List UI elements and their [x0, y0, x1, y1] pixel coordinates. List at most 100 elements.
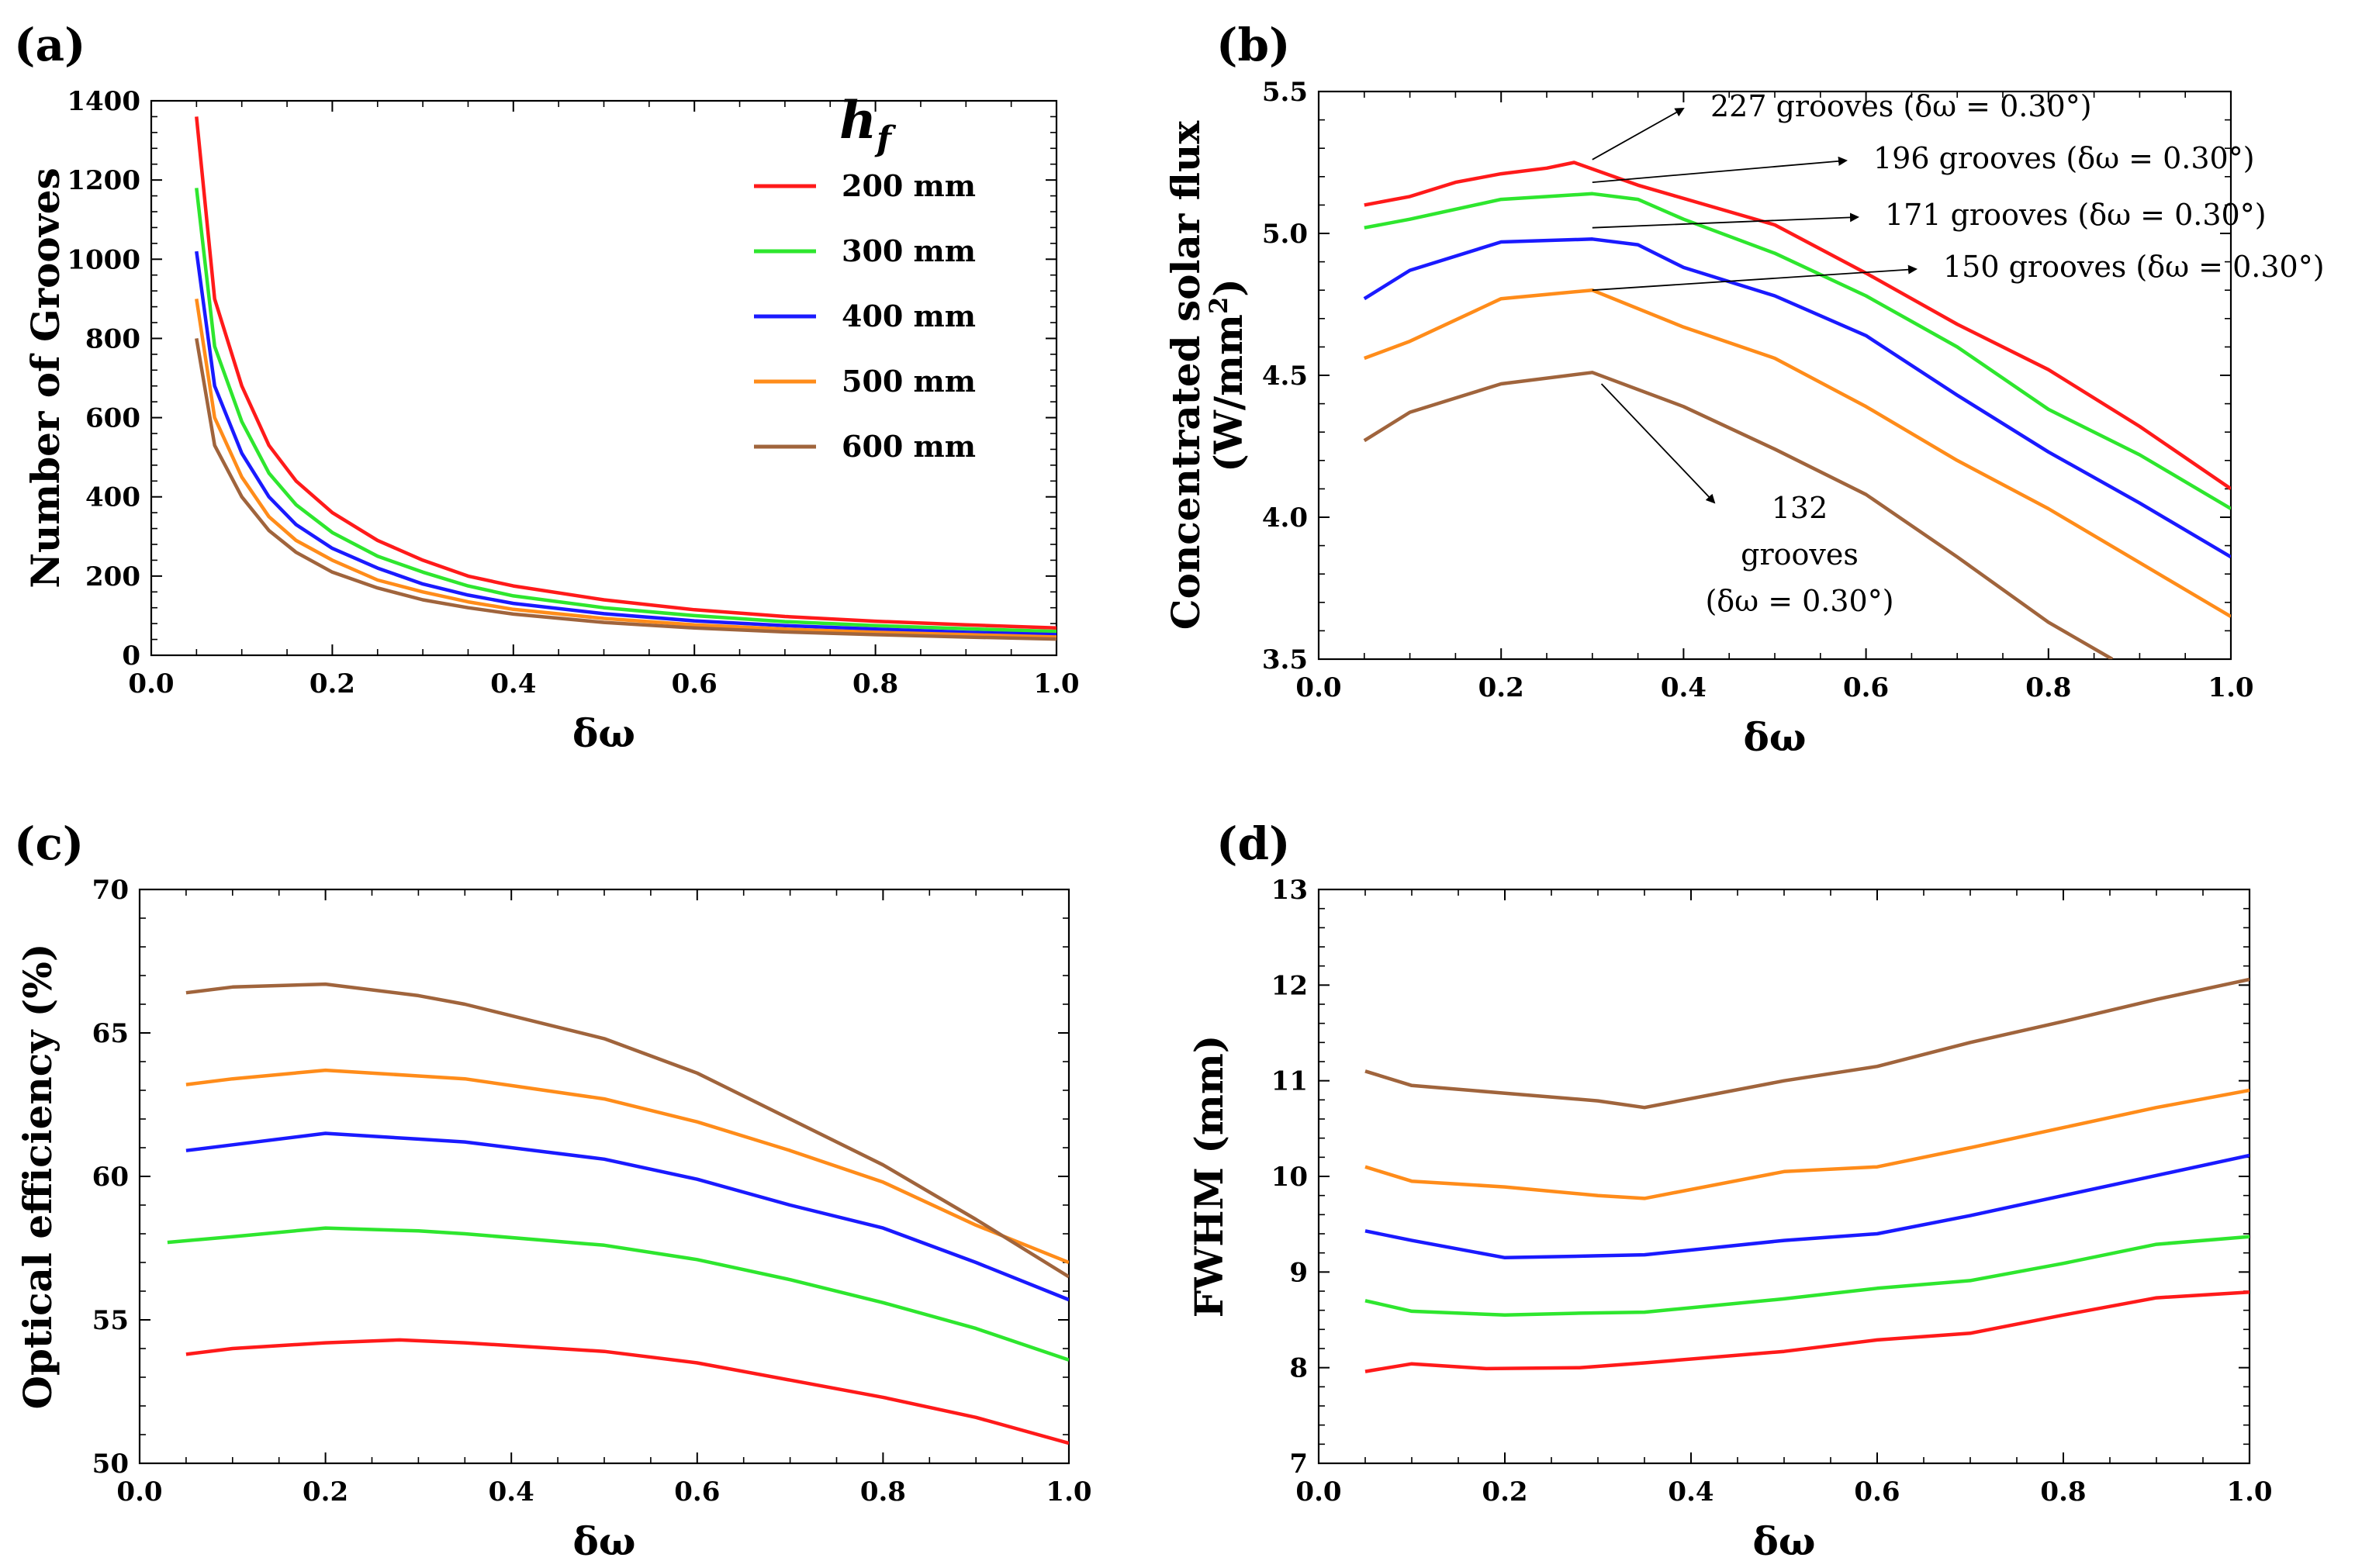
series-line-600-mm	[1364, 977, 2250, 1110]
series-line-200-mm	[1364, 1290, 2250, 1373]
units-close: )	[1205, 278, 1251, 297]
panel-label: (d)	[1216, 817, 1290, 870]
y-axis-title: FWHM (mm)	[1186, 1035, 1232, 1318]
x-tick-label: 1.0	[2208, 672, 2253, 703]
series-line-400-mm	[1364, 1153, 2250, 1260]
annotation-label: 150 grooves (δω = 0.30°)	[1943, 250, 2325, 284]
series-line-200-mm	[1364, 161, 2231, 491]
panel-c: 0.0 0.2 0.4 0.6 0.8 1.0 50 55 60 65 70 (c) δω Optical…	[14, 817, 1092, 1564]
series-line-500-mm	[185, 1068, 1069, 1265]
y-axis-title-units: (W/mm2)	[1204, 278, 1251, 472]
panel-a: 0.0 0.2 0.4 0.6 0.8 1.0 0 200 400 600 800 1000 1200 1…	[14, 19, 1080, 756]
x-tick-label: 0.6	[1843, 672, 1889, 703]
annotation-arrow	[1592, 264, 1918, 292]
y-tick-label: 4.0	[1262, 503, 1308, 534]
y-tick-label: 65	[92, 1018, 129, 1049]
y-tick-label: 400	[85, 482, 140, 513]
x-tick-label: 0.8	[2040, 1476, 2086, 1508]
y-tick-label: 600	[85, 403, 140, 434]
series-line-600-mm	[185, 982, 1069, 1279]
annotation-label-line: 132	[1772, 491, 1828, 525]
y-axis-title: Concentrated solar flux	[1163, 120, 1209, 630]
y-tick-label: 9	[1289, 1257, 1308, 1288]
y-tick-label: 5.5	[1262, 77, 1308, 108]
units-superscript: 2	[1204, 297, 1233, 314]
x-tick-label: 0.2	[1482, 1476, 1527, 1508]
x-tick-label: 0.2	[303, 1476, 348, 1508]
x-axis-title: δω	[572, 710, 635, 756]
plot-frame	[138, 888, 1070, 1465]
x-tick-label: 0.8	[852, 668, 898, 699]
x-tick-label: 0.4	[489, 1476, 534, 1508]
x-tick-label: 0.4	[1661, 672, 1707, 703]
series-line-500-mm	[195, 299, 1056, 639]
y-tick-label: 1000	[67, 244, 140, 275]
panel-d: 0.0 0.2 0.4 0.6 0.8 1.0 7 8 9 10 11 12 13 (d) δω FWHM (…	[1186, 817, 2273, 1564]
x-tick-label: 0.6	[672, 668, 718, 699]
annotation-arrow	[1600, 383, 1716, 504]
legend-title-subscript: f	[874, 119, 897, 159]
x-tick-label: 0.2	[310, 668, 355, 699]
units-text: (W/mm	[1205, 314, 1251, 472]
annotation-label: 227 grooves (δω = 0.30°)	[1710, 89, 2092, 123]
annotation-label-line: (δω = 0.30°)	[1705, 584, 1893, 618]
series-line-200-mm	[195, 116, 1056, 630]
y-tick-label: 800	[85, 323, 140, 354]
series-line-500-mm	[1364, 1088, 2250, 1200]
x-axis-title: δω	[573, 1518, 636, 1564]
x-tick-label: 0.8	[2025, 672, 2071, 703]
x-axis-title: δω	[1744, 714, 1807, 760]
x-tick-label: 0.0	[116, 1476, 162, 1508]
y-tick-label: 12	[1271, 970, 1308, 1001]
y-tick-label: 200	[85, 561, 140, 592]
series-line-400-mm	[185, 1131, 1069, 1302]
annotation-label: 196 grooves (δω = 0.30°)	[1873, 141, 2255, 175]
y-tick-label: 60	[92, 1162, 129, 1193]
series-line-400-mm	[195, 250, 1056, 637]
x-tick-label: 0.4	[1668, 1476, 1714, 1508]
series-line-300-mm	[167, 1226, 1069, 1362]
legend-entry-label: 300 mm	[842, 233, 976, 268]
annotation-arrow	[1592, 156, 1848, 184]
panel-b: 0.0 0.2 0.4 0.6 0.8 1.0 3.5 4.0 4.5 5.0 5.5 (b) δω Co…	[1163, 19, 2325, 760]
series-line-600-mm	[195, 338, 1056, 641]
x-tick-label: 0.0	[128, 668, 174, 699]
y-axis-title: Number of Grooves	[22, 168, 68, 589]
series-line-300-mm	[1364, 192, 2231, 510]
y-tick-label: 8	[1289, 1353, 1308, 1384]
annotation-arrow	[1592, 212, 1859, 229]
legend-title-main: h	[839, 90, 877, 150]
annotation-arrow	[1592, 108, 1685, 161]
y-tick-label: 11	[1271, 1066, 1308, 1097]
panel-label: (a)	[14, 19, 85, 71]
x-tick-label: 0.0	[1295, 1476, 1341, 1508]
y-tick-label: 70	[92, 875, 129, 906]
x-tick-label: 0.6	[674, 1476, 720, 1508]
y-tick-label: 3.5	[1262, 644, 1308, 675]
x-tick-label: 1.0	[2226, 1476, 2272, 1508]
x-tick-label: 0.6	[1854, 1476, 1900, 1508]
y-tick-label: 7	[1289, 1449, 1308, 1480]
x-tick-label: 0.8	[860, 1476, 906, 1508]
x-tick-label: 0.2	[1478, 672, 1524, 703]
y-tick-label: 55	[92, 1305, 129, 1336]
legend-entry-label: 500 mm	[842, 364, 976, 399]
y-tick-label: 13	[1271, 875, 1308, 906]
x-tick-label: 1.0	[1046, 1476, 1091, 1508]
annotation-label: 171 grooves (δω = 0.30°)	[1885, 198, 2267, 232]
series-line-300-mm	[195, 188, 1056, 634]
y-axis-title: Optical efficiency (%)	[15, 943, 61, 1409]
y-tick-label: 10	[1271, 1162, 1308, 1193]
x-tick-label: 0.0	[1295, 672, 1341, 703]
panel-label: (c)	[14, 817, 84, 870]
y-tick-label: 5.0	[1262, 219, 1308, 250]
annotation-label-line: grooves	[1741, 537, 1859, 572]
panel-label: (b)	[1216, 19, 1290, 71]
y-tick-label: 4.5	[1262, 361, 1308, 392]
legend-title: hf	[839, 90, 897, 159]
series-line-600-mm	[1363, 371, 2114, 659]
series-line-200-mm	[185, 1338, 1069, 1445]
legend-entry-label: 200 mm	[842, 168, 976, 203]
legend-entry-label: 600 mm	[842, 429, 976, 464]
